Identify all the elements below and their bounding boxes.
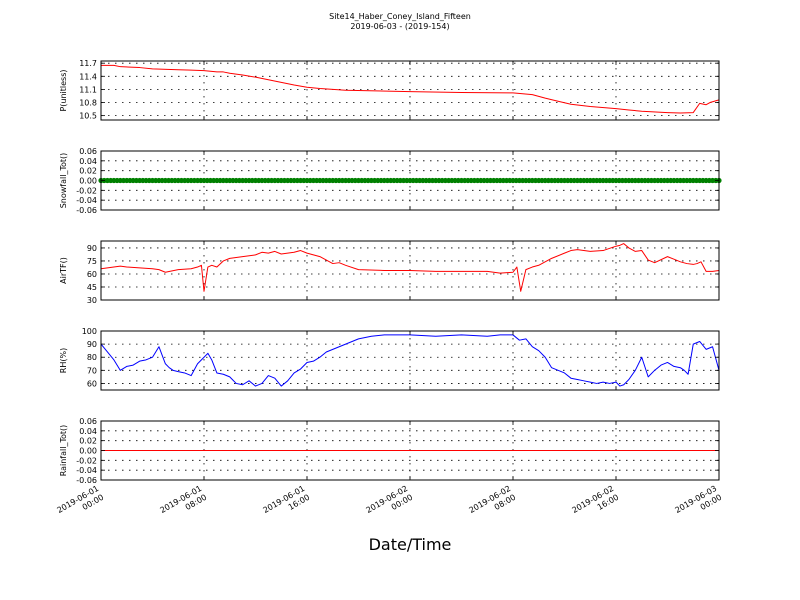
y-tick-label: 30 xyxy=(87,296,97,305)
y-tick-label: -0.04 xyxy=(76,196,97,205)
y-tick-label: 80 xyxy=(87,353,97,362)
panel-3: 30 45 60 75 90 AirTF() xyxy=(59,240,720,305)
y-tick-label: 0.02 xyxy=(79,437,97,446)
y-tick-label: 0.00 xyxy=(79,447,97,456)
y-tick-label: -0.02 xyxy=(76,456,97,465)
y-axis-label: AirTF() xyxy=(59,257,68,284)
y-tick-label: 0.04 xyxy=(79,157,97,166)
panel-4: 60 70 80 90 100 RH(%) xyxy=(59,327,720,391)
y-tick-label: 75 xyxy=(87,257,97,266)
y-tick-label: 100 xyxy=(82,327,97,336)
y-tick-label: 11.4 xyxy=(79,72,97,81)
y-tick-label: 0.00 xyxy=(79,177,97,186)
y-tick-label: 11.1 xyxy=(79,85,97,94)
y-tick-label: 10.5 xyxy=(79,112,97,121)
y-tick-label: 0.02 xyxy=(79,167,97,176)
y-tick-label: 11.7 xyxy=(79,59,97,68)
y-axis-label: RH(%) xyxy=(59,348,68,373)
panel-1: 10.5 10.8 11.1 11.4 11.7 P(unitless) xyxy=(59,59,720,121)
series-line xyxy=(100,243,720,292)
y-tick-label: 90 xyxy=(87,244,97,253)
y-axis-label: Snowfall_Tot() xyxy=(59,153,68,209)
series-line xyxy=(101,64,720,114)
y-axis-label: P(unitless) xyxy=(59,69,68,111)
y-tick-label: -0.06 xyxy=(76,476,97,485)
y-tick-label: 0.06 xyxy=(79,147,97,156)
y-tick-label: 90 xyxy=(87,340,97,349)
panel-2: -0.06-0.04-0.020.000.020.040.06 Snowfall_… xyxy=(59,147,722,215)
y-axis-label: Rainfall_Tot() xyxy=(59,425,68,477)
y-tick-label: -0.02 xyxy=(76,186,97,195)
y-tick-label: -0.04 xyxy=(76,466,97,475)
y-tick-label: 0.06 xyxy=(79,417,97,426)
panel-5: -0.06-0.04-0.020.000.020.040.06 Rainfall_… xyxy=(59,417,720,485)
y-tick-label: -0.06 xyxy=(76,206,97,215)
y-tick-label: 60 xyxy=(87,270,97,279)
y-tick-label: 0.04 xyxy=(79,427,97,436)
panels: 10.510.811.111.411.7P(unitless)-0.06-0.0… xyxy=(59,59,722,485)
x-axis-label: Date/Time xyxy=(369,535,452,554)
y-tick-label: 60 xyxy=(87,379,97,388)
chart-title-line2: 2019-06-03 - (2019-154) xyxy=(350,22,449,31)
chart-title-line1: Site14_Haber_Coney_Island_Fifteen xyxy=(329,12,471,21)
y-tick-label: 70 xyxy=(87,366,97,375)
y-tick-label: 10.8 xyxy=(79,99,97,108)
series-line xyxy=(100,334,720,387)
y-tick-label: 45 xyxy=(87,283,97,292)
